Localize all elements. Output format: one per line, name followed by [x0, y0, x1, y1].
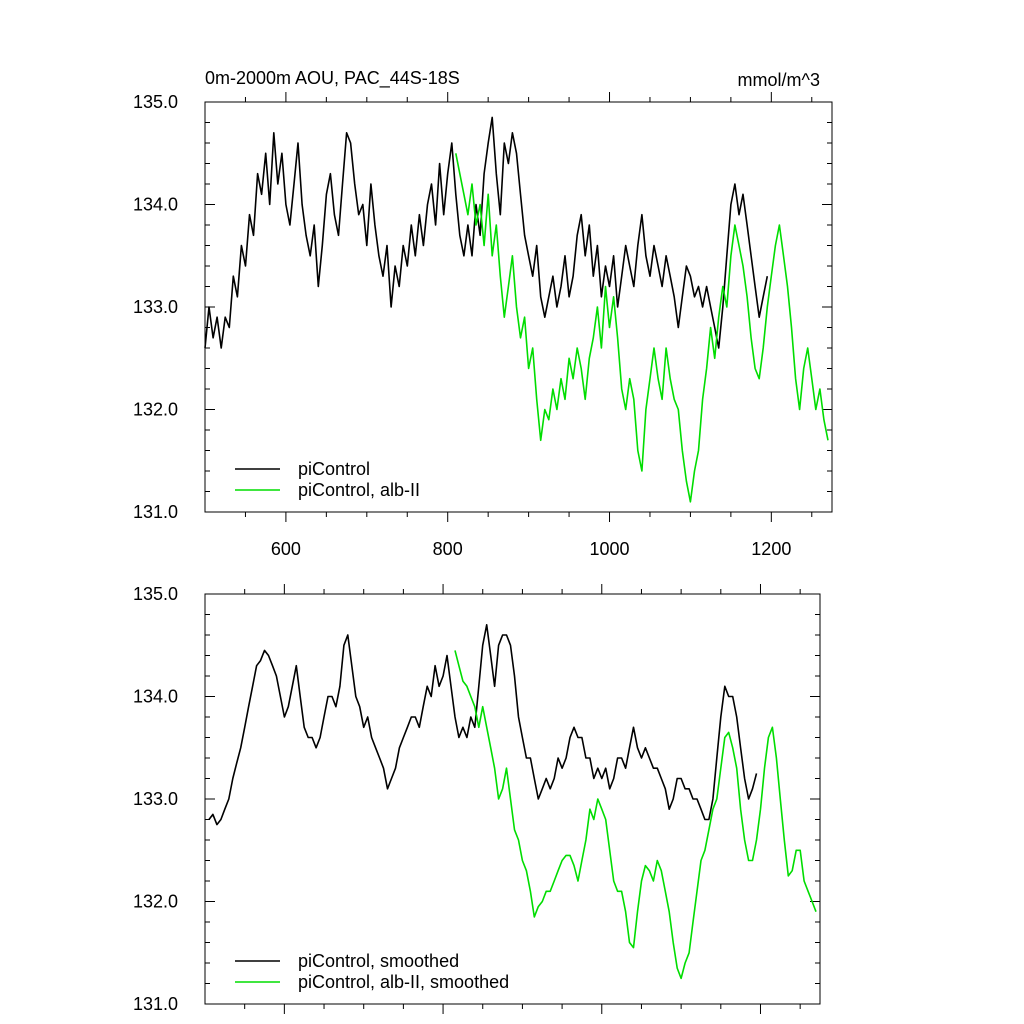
x-tick-label: 1200 — [751, 539, 791, 559]
legend-label-picontrol-alb-ii: piControl, alb-II — [298, 480, 420, 500]
legend-label-picontrol-smoothed: piControl, smoothed — [298, 951, 459, 971]
chart-title-left: 0m-2000m AOU, PAC_44S-18S — [205, 68, 460, 89]
bottom-legend: piControl, smoothed piControl, alb-II, s… — [235, 951, 509, 992]
y-tick-label: 133.0 — [133, 789, 178, 809]
chart-units-label: mmol/m^3 — [738, 70, 820, 90]
series-line-picontrol-smoothed — [208, 624, 758, 826]
bottom-plot-panel: 131.0 132.0 133.0 134.0 135.0 piControl, smo… — [133, 584, 821, 1014]
y-tick-label: 134.0 — [133, 195, 178, 215]
x-tick-label: 1000 — [589, 539, 629, 559]
x-tick-label: 600 — [271, 539, 301, 559]
y-tick-label: 133.0 — [133, 297, 178, 317]
x-tick-label: 800 — [433, 539, 463, 559]
y-tick-label: 134.0 — [133, 687, 178, 707]
series-line-picontrol-alb-ii — [455, 153, 829, 503]
series-line-picontrol-alb-ii-smoothed — [454, 650, 817, 980]
y-tick-label: 131.0 — [133, 994, 178, 1014]
y-tick-label: 132.0 — [133, 400, 178, 420]
legend-label-picontrol-alb-ii-smoothed: piControl, alb-II, smoothed — [298, 972, 509, 992]
y-tick-label: 132.0 — [133, 892, 178, 912]
legend-label-picontrol: piControl — [298, 459, 370, 479]
y-tick-label: 135.0 — [133, 92, 178, 112]
y-tick-label: 135.0 — [133, 584, 178, 604]
top-legend: piControl piControl, alb-II — [235, 459, 420, 500]
series-line-picontrol — [204, 116, 769, 349]
y-tick-label: 131.0 — [133, 502, 178, 522]
